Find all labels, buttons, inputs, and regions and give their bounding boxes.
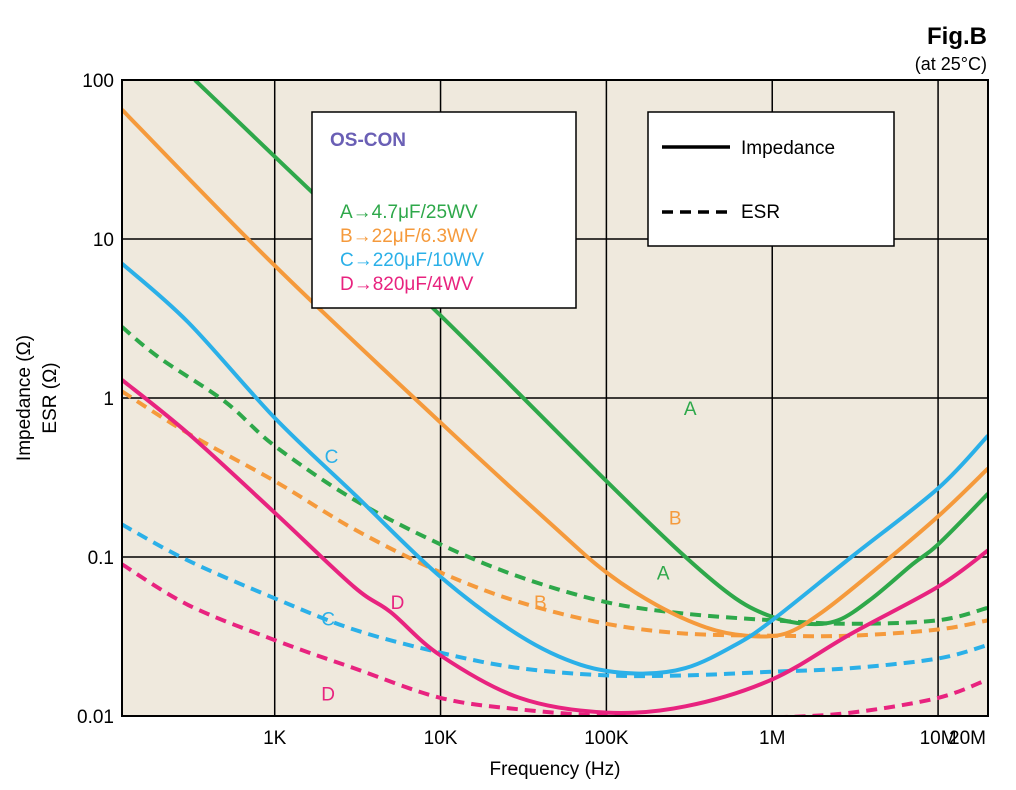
curve-label-d: D	[391, 593, 405, 614]
x-tick-label: 100K	[584, 728, 629, 749]
y-axis-label-impedance: Impedance (Ω)	[14, 335, 35, 461]
figure-title: Fig.B	[927, 23, 987, 50]
x-axis-label: Frequency (Hz)	[490, 759, 621, 780]
curve-label-c: C	[325, 447, 339, 468]
series-d-esr	[122, 562, 988, 716]
line-style-legend: Impedance ESR	[647, 111, 895, 247]
series-c-esr	[122, 522, 988, 679]
legend-entry-a: A→4.7μF/25WV	[340, 202, 478, 223]
y-tick-label: 0.1	[88, 548, 114, 569]
legend-impedance-label: Impedance	[741, 138, 835, 159]
oscon-legend-title: OS-CON	[330, 130, 406, 151]
curve-label-a: A	[657, 564, 670, 585]
series-b-impedance	[122, 108, 988, 639]
y-tick-label: 1	[103, 389, 114, 410]
y-tick-labels: 0.01 0.1 1 10 100	[77, 71, 114, 728]
series-a-esr	[122, 325, 988, 626]
y-tick-label: 100	[82, 71, 114, 92]
curve-label-d: D	[321, 685, 335, 706]
x-tick-label: 1K	[263, 728, 287, 749]
curve-label-b: B	[534, 593, 547, 614]
series-c-impedance	[122, 262, 988, 676]
y-tick-label: 0.01	[77, 707, 114, 728]
x-tick-label: 10K	[424, 728, 458, 749]
line-style-legend-box	[647, 111, 895, 247]
x-tick-label: 20M	[949, 728, 986, 749]
legend-entry-b: B→22μF/6.3WV	[340, 226, 478, 247]
oscon-legend: OS-CON A→4.7μF/25WV B→22μF/6.3WV C→220μF…	[311, 111, 577, 309]
legend-entry-c: C→220μF/10WV	[340, 250, 484, 271]
y-axis-label-esr: ESR (Ω)	[40, 362, 61, 433]
plot-frame	[121, 79, 989, 717]
oscon-legend-box	[311, 111, 577, 309]
legend-entry-d: D→820μF/4WV	[340, 274, 474, 295]
curve-labels: A B C A D B C D	[321, 399, 697, 705]
x-tick-label: 10M	[920, 728, 957, 749]
legend-esr-label: ESR	[741, 202, 780, 223]
curve-label-a: A	[684, 399, 697, 420]
curve-label-c: C	[321, 610, 335, 631]
figure-subtitle: (at 25°C)	[915, 54, 987, 74]
x-tick-label: 1M	[759, 728, 785, 749]
series-b-esr	[122, 389, 988, 639]
y-tick-label: 10	[93, 230, 114, 251]
series-d-impedance	[122, 378, 988, 716]
curve-label-b: B	[669, 509, 682, 530]
